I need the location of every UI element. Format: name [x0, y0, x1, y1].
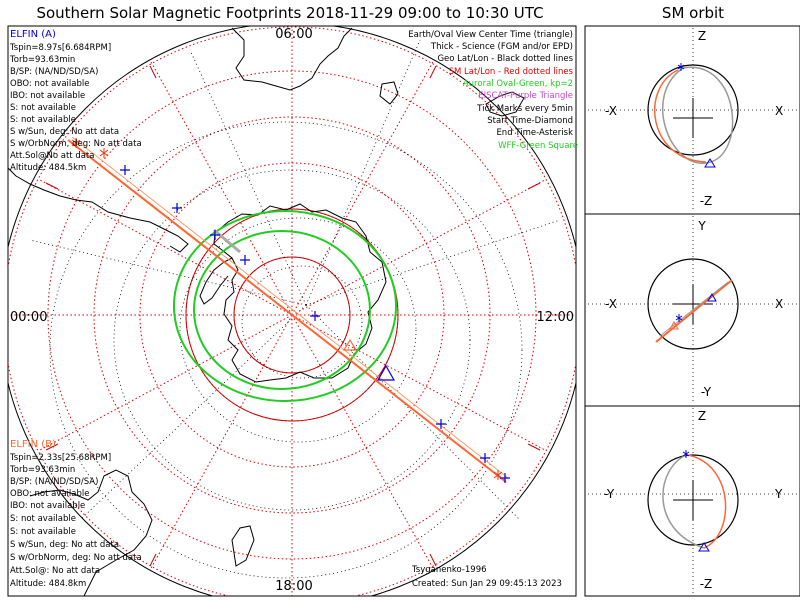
axis-label-left: -Y	[604, 487, 615, 501]
axis-label-left: -X	[605, 297, 617, 311]
elfin-b-track	[71, 136, 509, 479]
auroral-oval-outer	[173, 210, 397, 402]
start-markers	[71, 138, 503, 480]
elfin-b-name: ELFIN (B)	[10, 439, 56, 450]
elfin-a-line: S: not available	[10, 115, 76, 125]
sm-pole-circle	[233, 256, 351, 374]
elfin-a-name: ELFIN (A)	[10, 29, 56, 40]
orbit-panel-xy: Y -Y -X X	[588, 216, 797, 404]
new-zealand-coastline	[485, 91, 525, 117]
tasmania-coastline	[379, 81, 399, 105]
orbit-title: SM orbit	[662, 4, 724, 22]
legend-entry: SM Lat/Lon - Red dotted lines	[449, 67, 574, 77]
elfin-a-line: Tspin=8.97s[6.684RPM]	[9, 43, 111, 53]
legend-entry: Earth/Oval View Center Time (triangle)	[408, 30, 573, 40]
elfin-b-info: ELFIN (B) Tspin=2.33s[25.68RPM] Torb=93.…	[9, 439, 142, 589]
auroral-oval-inner	[193, 230, 371, 390]
elfin-a-track	[67, 139, 507, 483]
legend-entry: End Time-Asterisk	[496, 128, 573, 138]
africa-coastline	[29, 469, 153, 596]
antarctic-peninsula	[199, 257, 233, 305]
elfin-a-line: Altitude: 484.5km	[10, 163, 86, 173]
credits: Tsyganenko-1996 Created: Sun Jan 29 09:4…	[411, 565, 562, 589]
legend-entry: Start Time-Diamond	[487, 116, 573, 126]
axis-label-top: Z	[698, 409, 706, 423]
clock-label-bottom: 18:00	[275, 579, 312, 594]
orbit-panel-frame	[584, 25, 800, 597]
elfin-b-line: Att.Sol@: No att data	[10, 566, 100, 576]
axis-label-top: Z	[698, 29, 706, 43]
axis-label-right: Y	[774, 487, 783, 501]
model-credit: Tsyganenko-1996	[411, 565, 487, 575]
tick-marks	[120, 165, 510, 483]
created-timestamp: Created: Sun Jan 29 09:45:13 2023	[412, 579, 562, 589]
clock-label-right: 12:00	[537, 310, 574, 325]
clock-label-top: 06:00	[275, 27, 312, 42]
elfin-a-science-segment	[213, 228, 241, 254]
antarctica-coastline	[213, 203, 387, 383]
elfin-b-line: OBO: not available	[10, 489, 89, 499]
elfin-a-line: OBO: not available	[10, 79, 89, 89]
madagascar-coastline	[231, 525, 255, 567]
axis-label-right: X	[775, 104, 783, 118]
view-center-triangle-b	[342, 338, 358, 351]
elfin-a-line: S: not available	[10, 103, 76, 113]
elfin-a-line: S w/OrbNorm, deg: No att data	[10, 139, 142, 149]
elfin-a-line: Torb=93.63min	[9, 55, 75, 65]
elfin-a-line: B/SP: (NA/ND/SD/SA)	[10, 67, 98, 77]
elfin-b-line: Altitude: 484.8km	[10, 579, 86, 589]
legend-entry: Tick Marks every 5min	[476, 104, 573, 114]
elfin-b-line: B/SP: (NA/ND/SD/SA)	[10, 477, 98, 487]
orbit-panels: Z -Z -X X Y -Y -X X	[584, 25, 800, 597]
elfin-b-line: S w/Sun, deg: No att data	[10, 540, 119, 550]
map-area	[8, 26, 576, 596]
legend-entry: Thick - Science (FGM and/or EPD)	[430, 42, 573, 52]
clock-label-left: 00:00	[10, 310, 47, 325]
orbit-panel-xz: Z -Z -X X	[588, 28, 797, 212]
tierra-del-fuego	[165, 229, 189, 253]
elfin-a-line: IBO: not available	[10, 91, 85, 101]
elfin-a-line: Att.Sol@No att data	[10, 151, 94, 161]
south-america-coastline	[8, 167, 167, 231]
axis-label-bottom: -Y	[701, 385, 712, 399]
legend-entry: Geo Lat/Lon - Black dotted lines	[437, 54, 573, 64]
axis-label-bottom: -Z	[700, 577, 713, 591]
elfin-a-info: ELFIN (A) Tspin=8.97s[6.684RPM] Torb=93.…	[9, 29, 142, 173]
legend-entry: WFF-Green Square	[498, 141, 578, 151]
sm-edge-ticks	[45, 65, 541, 567]
elfin-b-line: S: not available	[10, 514, 76, 524]
elfin-b-line: Tspin=2.33s[25.68RPM]	[9, 453, 111, 463]
axis-label-left: -X	[605, 104, 617, 118]
figure-title: Southern Solar Magnetic Footprints 2018-…	[36, 4, 543, 22]
elfin-a-line: S w/Sun, deg: No att data	[10, 127, 119, 137]
legend: Earth/Oval View Center Time (triangle) T…	[408, 30, 578, 151]
australia-coastline	[231, 27, 353, 91]
legend-entry: Auroral Oval-Green, kp=2	[463, 79, 573, 89]
elfin-b-line: Torb=93.63min	[9, 465, 75, 475]
view-center-triangle-a	[376, 364, 396, 381]
axis-label-top: Y	[697, 219, 706, 233]
elfin-b-line: IBO: not available	[10, 501, 85, 511]
axis-label-right: X	[775, 297, 783, 311]
sm-limit-circle	[185, 208, 399, 422]
axis-label-bottom: -Z	[700, 194, 713, 208]
elfin-b-line: S w/OrbNorm, deg: No att data	[10, 553, 142, 563]
elfin-b-line: S: not available	[10, 527, 76, 537]
orbit-panel-yz: Z -Z -Y Y	[588, 408, 797, 596]
geo-grid	[29, 39, 561, 579]
legend-entry: EISCAT-Purple Triangle	[478, 91, 573, 101]
